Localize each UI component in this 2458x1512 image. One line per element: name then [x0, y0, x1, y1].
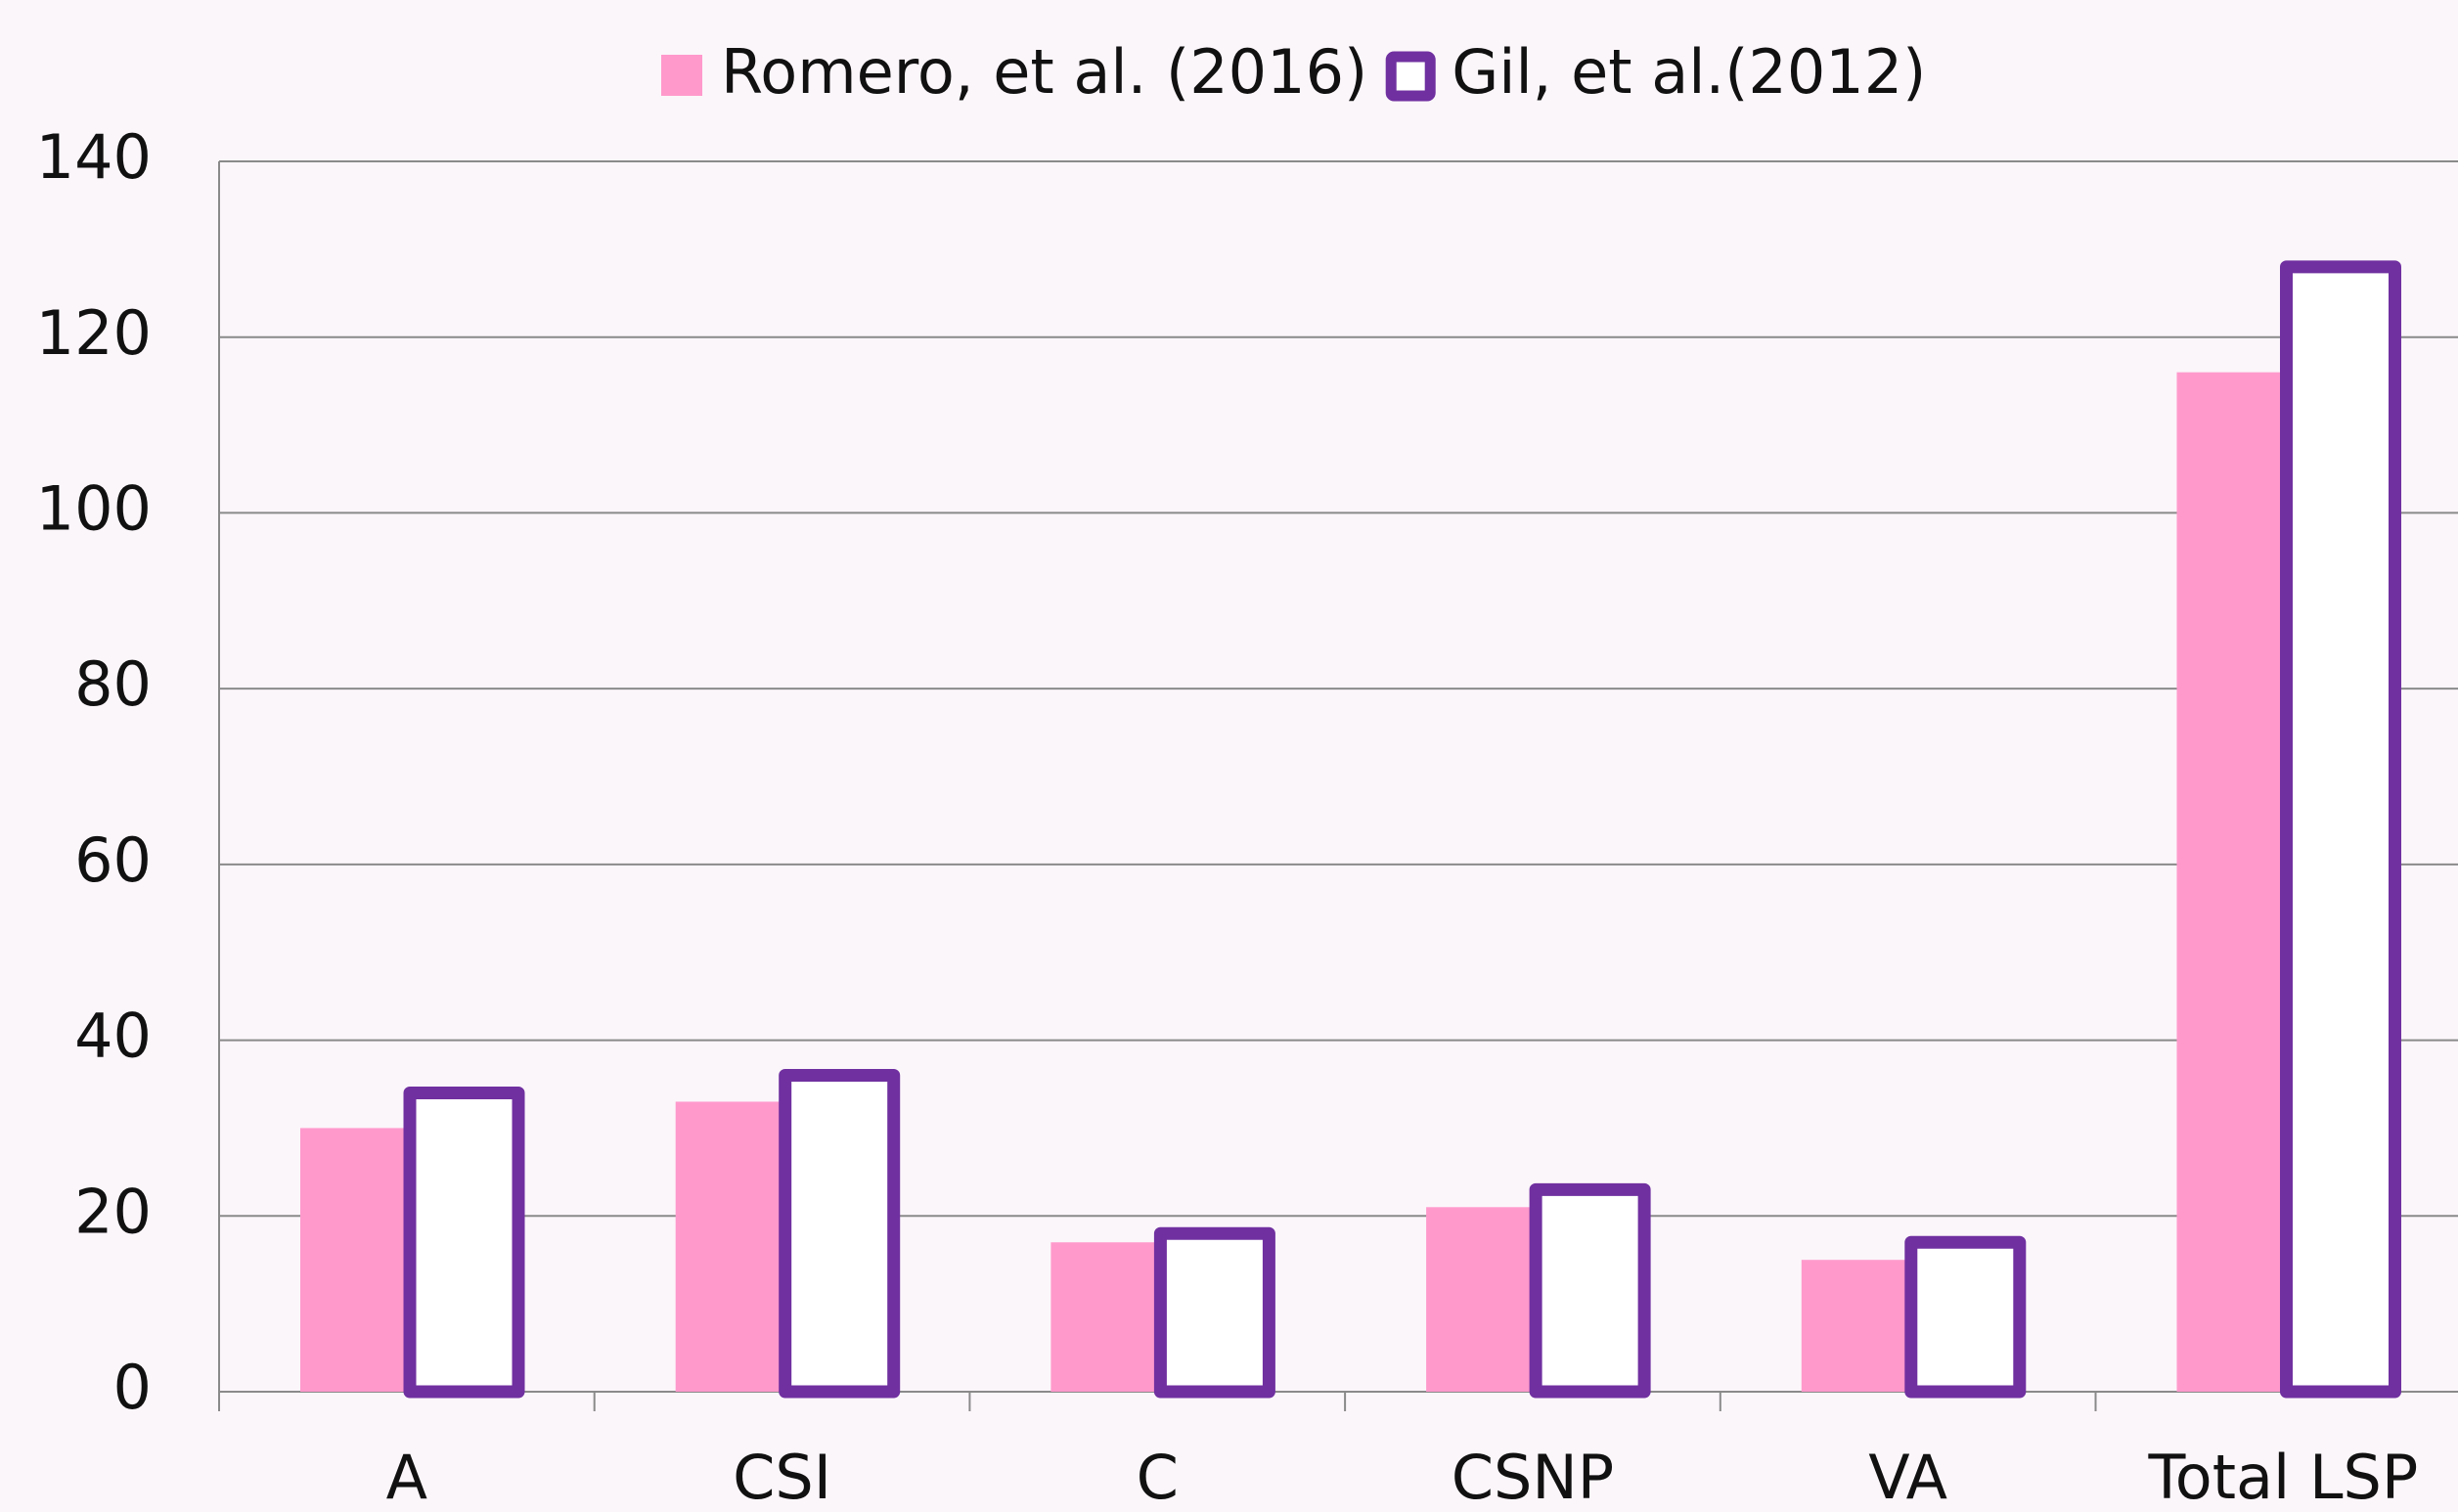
bar: [675, 1101, 780, 1392]
y-tick-label: 40: [74, 1001, 152, 1072]
bar: [1050, 1242, 1155, 1392]
y-tick-label: 60: [74, 824, 152, 896]
legend-swatch: [661, 55, 702, 96]
bar: [2176, 372, 2281, 1393]
y-tick-label: 120: [36, 297, 152, 369]
x-tick-label: CSI: [733, 1442, 831, 1512]
y-tick-label: 80: [74, 648, 152, 720]
bar: [1801, 1260, 1905, 1392]
legend-label: Romero, et al. (2016): [721, 36, 1367, 108]
bar: [1529, 1182, 1651, 1399]
bar: [1426, 1207, 1531, 1392]
bar: [1153, 1226, 1275, 1399]
x-tick-label: A: [386, 1442, 427, 1512]
x-tick-label: CSNP: [1452, 1442, 1614, 1512]
bar: [1904, 1235, 2027, 1399]
x-tick-label: Total LSP: [2147, 1442, 2418, 1512]
y-tick-label: 140: [36, 121, 152, 193]
bar: [2280, 260, 2401, 1399]
y-tick-label: 100: [36, 473, 152, 545]
y-tick-label: 0: [113, 1352, 152, 1423]
bar: [300, 1128, 404, 1392]
y-tick-label: 20: [74, 1176, 152, 1247]
legend-label: Gil, et al.(2012): [1452, 36, 1926, 108]
bar: [403, 1086, 525, 1399]
x-tick-label: VA: [1868, 1442, 1947, 1512]
bar: [779, 1069, 901, 1399]
x-tick-label: C: [1137, 1442, 1179, 1512]
legend-swatch: [1385, 51, 1436, 102]
